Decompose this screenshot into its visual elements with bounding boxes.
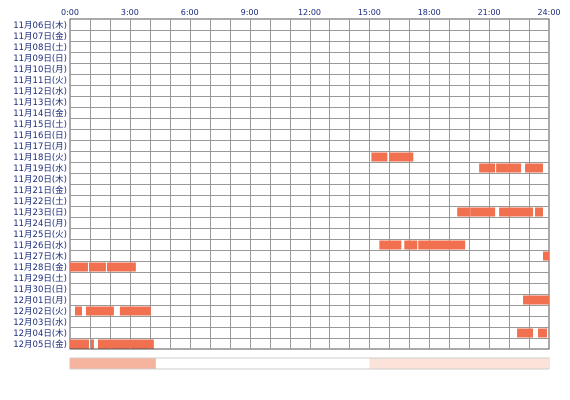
row-label: 11月11日(火)	[13, 76, 67, 86]
activity-bar	[517, 328, 534, 338]
row-label: 11月16日(日)	[13, 131, 67, 141]
row-label: 11月19日(水)	[13, 163, 67, 174]
row-label: 11月27日(木)	[13, 251, 67, 262]
x-axis-ticks: 0:00 3:00 6:00 9:00 12:00 15:00 18:00 21:00 24:0…	[61, 8, 561, 17]
row-label: 11月07日(金)	[13, 31, 67, 42]
activity-bar	[97, 339, 154, 349]
row-label: 11月12日(水)	[13, 86, 67, 97]
x-tick-label: 3:00	[121, 8, 139, 17]
activity-bar	[119, 306, 151, 316]
row-label: 11月28日(金)	[13, 262, 67, 273]
grid-lines	[69, 18, 550, 350]
row-label: 11月17日(月)	[13, 142, 67, 152]
row-label: 11月06日(木)	[13, 20, 67, 31]
activity-bar	[70, 339, 89, 349]
summary-band	[369, 358, 549, 369]
activity-bar	[538, 328, 548, 338]
activity-bar	[106, 262, 136, 272]
row-label: 11月23日(日)	[13, 208, 67, 218]
activity-bar	[523, 295, 549, 305]
activity-bar	[457, 207, 470, 217]
row-label: 11月25日(火)	[13, 230, 67, 240]
activity-bars	[70, 152, 549, 349]
activity-bar	[88, 262, 106, 272]
summary-band	[70, 358, 156, 369]
row-label: 11月18日(火)	[13, 153, 67, 163]
activity-bar	[525, 163, 544, 173]
x-tick-label: 12:00	[298, 8, 321, 17]
row-label: 12月03日(水)	[13, 317, 67, 328]
activity-bar	[85, 306, 114, 316]
activity-bar	[404, 240, 418, 250]
x-tick-label: 21:00	[478, 8, 501, 17]
x-tick-label: 18:00	[418, 8, 441, 17]
x-tick-label: 9:00	[241, 8, 259, 17]
row-label: 11月15日(土)	[13, 119, 67, 130]
row-label: 12月01日(月)	[13, 296, 67, 306]
activity-bar	[389, 152, 414, 162]
activity-bar	[470, 207, 496, 217]
activity-bar	[74, 306, 82, 316]
row-label: 11月21日(金)	[13, 185, 67, 196]
row-label: 12月02日(火)	[13, 307, 67, 317]
summary-strip	[69, 357, 550, 370]
row-label: 11月14日(金)	[13, 108, 67, 119]
x-tick-label: 15:00	[358, 8, 381, 17]
row-label: 11月29日(土)	[13, 273, 67, 284]
row-label: 11月26日(水)	[13, 240, 67, 251]
row-label: 11月22日(土)	[13, 196, 67, 207]
activity-bar	[371, 152, 388, 162]
activity-bar	[70, 262, 88, 272]
x-tick-label: 0:00	[61, 8, 79, 17]
x-tick-label: 6:00	[181, 8, 199, 17]
row-label: 11月24日(月)	[13, 219, 67, 229]
row-label: 11月20日(木)	[13, 174, 67, 185]
activity-bar	[379, 240, 402, 250]
activity-bar	[418, 240, 466, 250]
activity-bar	[535, 207, 544, 217]
row-label: 12月04日(木)	[13, 328, 67, 339]
row-labels: 11月06日(木)11月07日(金)11月08日(土)11月09日(日)11月1…	[13, 20, 67, 350]
row-label: 11月08日(土)	[13, 42, 67, 53]
activity-bar	[543, 251, 549, 261]
row-label: 11月30日(日)	[13, 285, 67, 295]
row-label: 11月10日(月)	[13, 65, 67, 75]
activity-bar	[479, 163, 496, 173]
activity-bar	[496, 163, 522, 173]
row-label: 12月05日(金)	[13, 339, 67, 350]
activity-bar	[499, 207, 534, 217]
row-label: 11月09日(日)	[13, 54, 67, 64]
x-tick-label: 24:00	[537, 8, 560, 17]
row-label: 11月13日(木)	[13, 97, 67, 108]
activity-bar	[90, 339, 94, 349]
